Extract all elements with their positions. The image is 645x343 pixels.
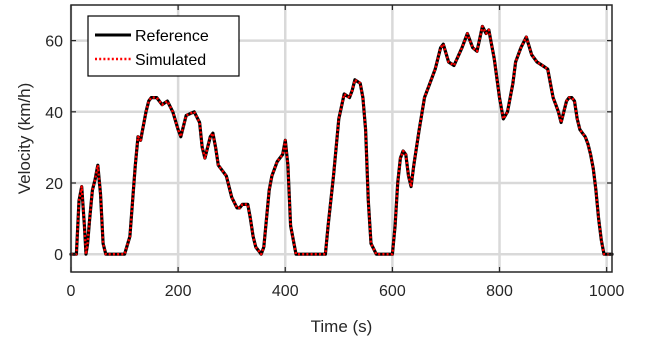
legend-label-simulated: Simulated — [135, 52, 206, 69]
legend: Reference Simulated — [87, 15, 240, 77]
x-tick-label: 400 — [272, 283, 299, 300]
x-axis-label: Time (s) — [311, 317, 373, 336]
plot-lines — [69, 24, 614, 256]
x-tick-label: 200 — [165, 283, 192, 300]
tick-marks — [70, 5, 612, 272]
x-tick-label: 1000 — [589, 283, 625, 300]
y-tick-label: 20 — [45, 176, 63, 193]
legend-box — [87, 15, 240, 77]
y-tick-label: 0 — [54, 247, 63, 264]
y-axis-label: Velocity (km/h) — [15, 83, 34, 194]
x-tick-label: 0 — [67, 283, 76, 300]
y-tick-label: 40 — [45, 105, 63, 122]
series-line-simulated — [71, 25, 612, 256]
legend-label-reference: Reference — [135, 28, 209, 45]
tick-labels: 0 200 400 600 800 1000 0 20 40 60 — [45, 34, 624, 300]
plot-frame — [70, 4, 613, 273]
x-tick-label: 600 — [379, 283, 406, 300]
x-tick-label: 800 — [486, 283, 513, 300]
y-tick-label: 60 — [45, 34, 63, 51]
